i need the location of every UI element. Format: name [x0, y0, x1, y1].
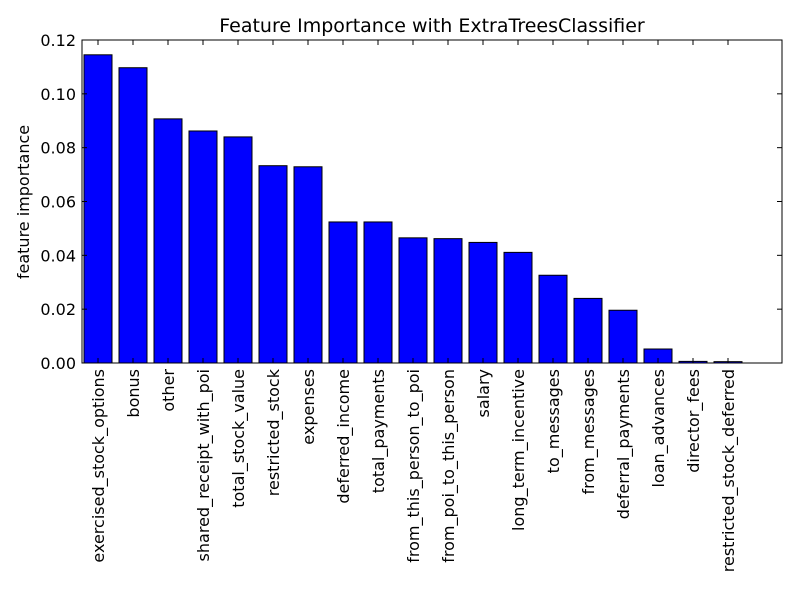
- x-tick-label: deferred_income: [334, 369, 354, 504]
- plot-frame: [81, 39, 783, 364]
- x-tick-label: salary: [474, 369, 493, 417]
- y-axis-label: feature importance: [14, 125, 33, 279]
- chart-title: Feature Importance with ExtraTreesClassi…: [219, 15, 645, 37]
- bar-long-term-incentive: [503, 251, 533, 364]
- x-tick-label: exercised_stock_options: [89, 369, 109, 563]
- x-tick-label: from_messages: [579, 369, 599, 494]
- x-tick-label: bonus: [124, 369, 143, 418]
- y-tick-label: 0.10: [40, 85, 76, 104]
- bar-restricted-stock: [258, 165, 288, 364]
- x-tick-label: loan_advances: [649, 369, 669, 488]
- bar-deferred-income: [328, 221, 358, 364]
- x-tick-label: total_payments: [369, 369, 389, 493]
- y-tick-label: 0.04: [40, 246, 76, 265]
- bar-to-messages: [538, 274, 568, 364]
- y-tick-label: 0.08: [40, 139, 76, 158]
- x-tick-label: from_this_person_to_poi: [404, 369, 424, 563]
- x-tick-label: expenses: [299, 369, 318, 445]
- x-tick-label: to_messages: [544, 369, 564, 473]
- bar-salary: [468, 241, 498, 364]
- x-tick-label: other: [159, 369, 178, 412]
- y-ticks-group: 0.00 0.02 0.04 0.06 0.08 0.10 0.12: [40, 31, 782, 373]
- bar-deferral-payments: [608, 309, 638, 364]
- x-tick-label: from_poi_to_this_person: [439, 369, 459, 563]
- bar-from-poi-to-this-person: [433, 238, 463, 364]
- bar-bonus: [118, 67, 148, 364]
- bar-shared-receipt-with-poi: [188, 130, 218, 364]
- bar-exercised-stock-options: [83, 54, 113, 364]
- bar-other: [153, 118, 183, 364]
- y-tick-label: 0.00: [40, 354, 76, 373]
- x-tick-label: director_fees: [684, 369, 704, 473]
- x-tick-label: restricted_stock: [264, 368, 284, 496]
- x-tick-label: long_term_incentive: [509, 369, 529, 531]
- bar-total-payments: [363, 221, 393, 364]
- x-tick-label: shared_receipt_with_poi: [194, 369, 214, 561]
- y-tick-label: 0.06: [40, 193, 76, 212]
- x-tick-label: total_stock_value: [229, 369, 249, 508]
- x-tick-label: deferral_payments: [614, 369, 634, 519]
- bar-total-stock-value: [223, 136, 253, 364]
- y-tick-label: 0.02: [40, 300, 76, 319]
- bar-from-messages: [573, 297, 603, 364]
- x-tick-label: restricted_stock_deferred: [719, 369, 739, 572]
- x-ticks-group: exercised_stock_options bonus other shared_…: [89, 40, 739, 572]
- bars-group: [83, 54, 743, 364]
- y-tick-label: 0.12: [40, 31, 76, 50]
- bar-from-this-person-to-poi: [398, 237, 428, 364]
- bar-expenses: [293, 166, 323, 364]
